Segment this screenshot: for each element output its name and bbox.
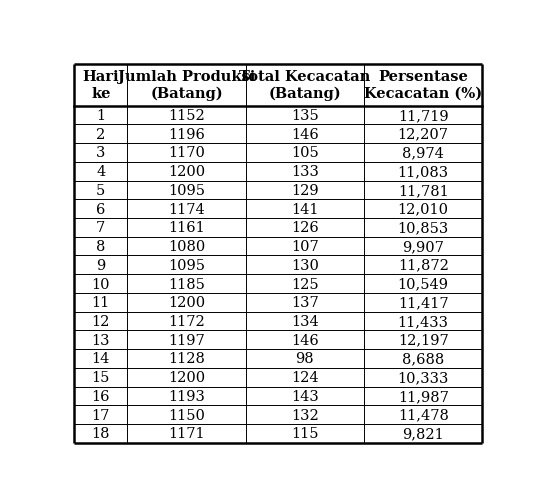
Text: 10: 10 bbox=[91, 277, 110, 291]
Text: 1128: 1128 bbox=[168, 352, 205, 366]
Text: 1095: 1095 bbox=[168, 183, 205, 197]
Text: 129: 129 bbox=[291, 183, 319, 197]
Text: 1080: 1080 bbox=[168, 239, 205, 254]
Text: Hari
ke: Hari ke bbox=[83, 70, 119, 101]
Text: 98: 98 bbox=[295, 352, 314, 366]
Text: 9,821: 9,821 bbox=[402, 426, 444, 440]
Text: 11,719: 11,719 bbox=[398, 109, 449, 123]
Text: 141: 141 bbox=[291, 202, 319, 216]
Text: 1095: 1095 bbox=[168, 259, 205, 272]
Text: 143: 143 bbox=[291, 389, 319, 403]
Text: 12,010: 12,010 bbox=[397, 202, 449, 216]
Text: Total Kecacatan
(Batang): Total Kecacatan (Batang) bbox=[239, 70, 370, 101]
Text: 130: 130 bbox=[291, 259, 319, 272]
Text: 11,781: 11,781 bbox=[398, 183, 449, 197]
Text: 1197: 1197 bbox=[168, 333, 205, 347]
Text: 8: 8 bbox=[96, 239, 105, 254]
Text: 133: 133 bbox=[291, 165, 319, 179]
Text: 13: 13 bbox=[91, 333, 110, 347]
Text: 107: 107 bbox=[291, 239, 319, 254]
Text: 126: 126 bbox=[291, 221, 319, 235]
Text: 1185: 1185 bbox=[168, 277, 205, 291]
Text: 11,478: 11,478 bbox=[398, 408, 449, 422]
Text: 11,417: 11,417 bbox=[398, 296, 449, 310]
Text: 11: 11 bbox=[92, 296, 110, 310]
Text: 7: 7 bbox=[96, 221, 105, 235]
Text: 16: 16 bbox=[91, 389, 110, 403]
Text: 105: 105 bbox=[291, 146, 319, 160]
Text: 10,333: 10,333 bbox=[397, 370, 449, 384]
Text: 11,083: 11,083 bbox=[397, 165, 449, 179]
Text: 10,549: 10,549 bbox=[397, 277, 449, 291]
Text: 12,197: 12,197 bbox=[398, 333, 449, 347]
Text: 2: 2 bbox=[96, 127, 105, 141]
Text: 1200: 1200 bbox=[168, 296, 205, 310]
Text: 8,688: 8,688 bbox=[402, 352, 444, 366]
Text: 11,433: 11,433 bbox=[397, 314, 449, 328]
Text: 1172: 1172 bbox=[168, 314, 205, 328]
Text: 1170: 1170 bbox=[168, 146, 205, 160]
Text: 11,872: 11,872 bbox=[398, 259, 449, 272]
Text: 1152: 1152 bbox=[168, 109, 205, 123]
Text: 1200: 1200 bbox=[168, 165, 205, 179]
Text: 3: 3 bbox=[96, 146, 105, 160]
Text: 1161: 1161 bbox=[168, 221, 205, 235]
Text: 125: 125 bbox=[291, 277, 319, 291]
Text: 1200: 1200 bbox=[168, 370, 205, 384]
Text: 1193: 1193 bbox=[168, 389, 205, 403]
Text: 1196: 1196 bbox=[168, 127, 205, 141]
Text: Persentase
Kecacatan (%): Persentase Kecacatan (%) bbox=[364, 70, 482, 101]
Text: 5: 5 bbox=[96, 183, 105, 197]
Text: 132: 132 bbox=[291, 408, 319, 422]
Text: 146: 146 bbox=[291, 333, 319, 347]
Text: 9: 9 bbox=[96, 259, 105, 272]
Text: 115: 115 bbox=[291, 426, 319, 440]
Text: 124: 124 bbox=[291, 370, 319, 384]
Text: 1174: 1174 bbox=[168, 202, 205, 216]
Text: 14: 14 bbox=[92, 352, 110, 366]
Text: 10,853: 10,853 bbox=[397, 221, 449, 235]
Text: 4: 4 bbox=[96, 165, 105, 179]
Text: 135: 135 bbox=[291, 109, 319, 123]
Text: 1: 1 bbox=[96, 109, 105, 123]
Text: 15: 15 bbox=[92, 370, 110, 384]
Text: 12: 12 bbox=[92, 314, 110, 328]
Text: 9,907: 9,907 bbox=[402, 239, 444, 254]
Text: 1171: 1171 bbox=[168, 426, 205, 440]
Text: 11,987: 11,987 bbox=[398, 389, 449, 403]
Text: 8,974: 8,974 bbox=[402, 146, 444, 160]
Text: 1150: 1150 bbox=[168, 408, 205, 422]
Text: Jumlah Produksi
(Batang): Jumlah Produksi (Batang) bbox=[118, 70, 255, 101]
Text: 18: 18 bbox=[91, 426, 110, 440]
Text: 146: 146 bbox=[291, 127, 319, 141]
Text: 12,207: 12,207 bbox=[397, 127, 449, 141]
Text: 134: 134 bbox=[291, 314, 319, 328]
Text: 17: 17 bbox=[92, 408, 110, 422]
Text: 137: 137 bbox=[291, 296, 319, 310]
Text: 6: 6 bbox=[96, 202, 105, 216]
